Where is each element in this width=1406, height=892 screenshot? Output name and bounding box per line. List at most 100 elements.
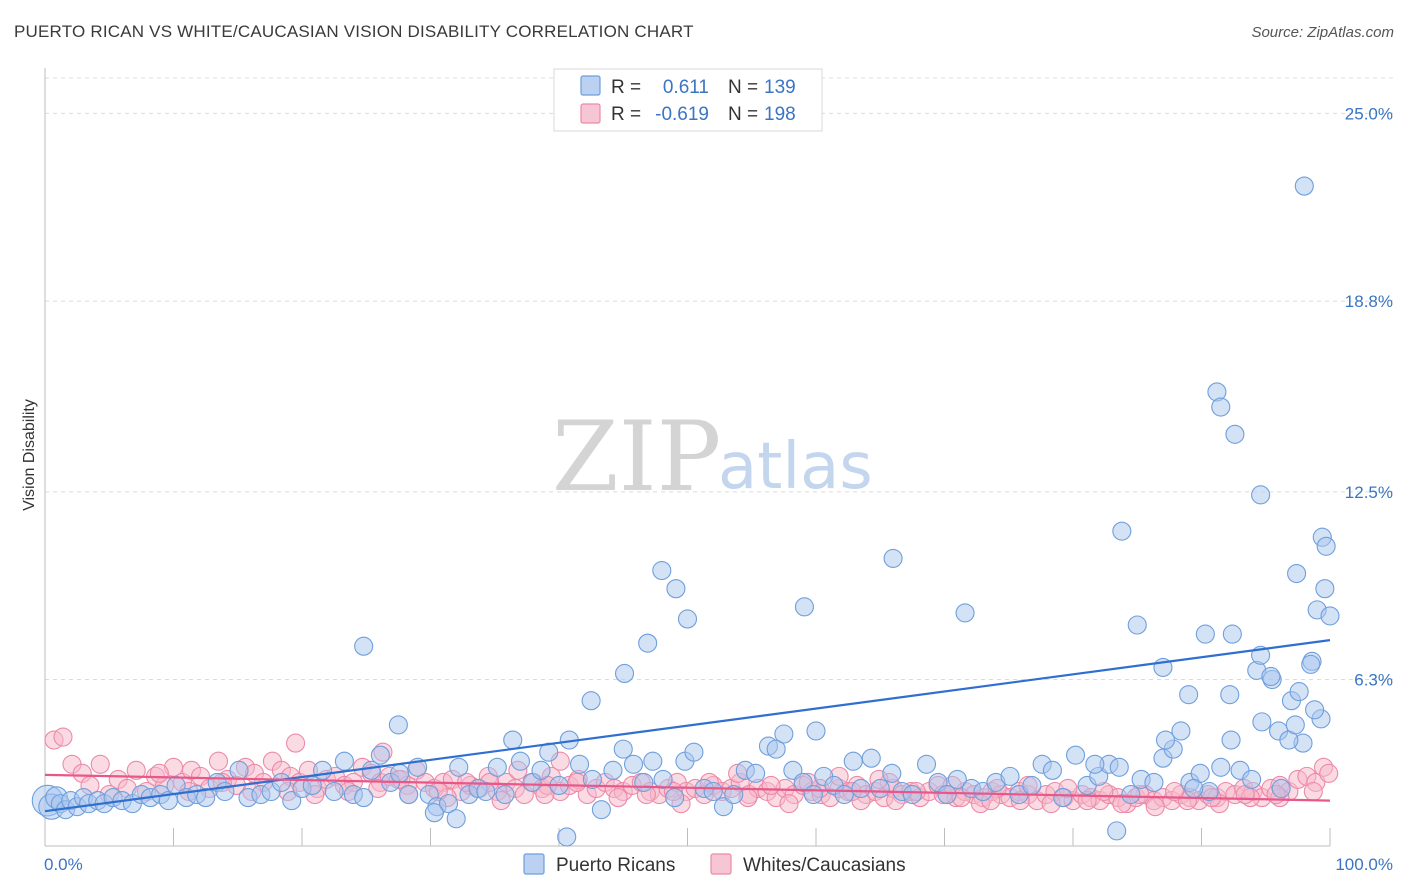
puerto-rican-point <box>634 772 654 792</box>
puerto-rican-point <box>766 739 786 759</box>
puerto-rican-point <box>1222 624 1242 644</box>
trend-line <box>44 639 1331 813</box>
x-tick-label: 0.0% <box>44 855 83 874</box>
watermark-zip: ZIP <box>552 401 721 513</box>
gridlines <box>45 77 1393 681</box>
puerto-rican-point <box>1225 424 1245 444</box>
puerto-rican-point <box>1285 715 1305 735</box>
puerto-rican-point <box>282 791 302 811</box>
puerto-rican-point <box>1287 563 1307 584</box>
legend-swatch-whites-caucasians <box>580 103 601 124</box>
puerto-rican-point <box>1320 606 1340 626</box>
white-caucasian-point <box>149 763 169 783</box>
puerto-rican-point <box>495 784 515 805</box>
puerto-rican-point <box>582 769 602 789</box>
puerto-rican-point <box>438 794 459 814</box>
legend-r-label: R = <box>611 104 641 125</box>
puerto-rican-point <box>955 603 975 623</box>
puerto-rican-point <box>1211 397 1231 417</box>
puerto-rican-point <box>424 803 444 823</box>
puerto-rican-point <box>677 609 698 629</box>
puerto-rican-point <box>215 781 235 802</box>
puerto-rican-point <box>684 742 704 762</box>
puerto-rican-point <box>793 772 813 792</box>
white-caucasian-point <box>779 794 799 814</box>
puerto-rican-point <box>581 691 601 711</box>
puerto-rican-point <box>1271 778 1291 799</box>
puerto-rican-point <box>196 788 216 808</box>
puerto-rican-point <box>1107 821 1127 841</box>
y-tick-labels: 6.3% 12.5% 18.8% 25.0% <box>1345 104 1393 689</box>
puerto-rican-point <box>1305 700 1325 720</box>
puerto-rican-point <box>843 751 863 771</box>
puerto-rican-point <box>783 760 803 780</box>
puerto-rican-point <box>1289 682 1309 702</box>
puerto-rican-point <box>1171 721 1191 741</box>
puerto-rican-point <box>487 757 507 777</box>
puerto-rican-point <box>902 784 922 805</box>
legend-n-value: 198 <box>764 104 796 125</box>
legend-r-value: -0.619 <box>655 104 709 125</box>
puerto-rican-point <box>916 754 937 774</box>
legend-box: R = 0.611 N = 139 R = -0.619 N = 198 <box>553 68 823 132</box>
legend-swatch-puerto-ricans <box>580 75 601 96</box>
legend-r-value: 0.611 <box>663 77 709 98</box>
puerto-rican-point <box>1042 760 1062 780</box>
puerto-rican-point <box>614 663 635 683</box>
puerto-rican-point <box>1220 685 1240 705</box>
chart-title: PUERTO RICAN VS WHITE/CAUCASIAN VISION D… <box>14 22 694 41</box>
white-caucasian-point <box>1319 763 1339 783</box>
puerto-rican-point <box>388 715 408 735</box>
puerto-rican-point <box>665 788 685 808</box>
white-caucasian-point <box>126 760 146 780</box>
trend-lines <box>44 639 1331 813</box>
puerto-rican-point <box>1144 772 1164 792</box>
puerto-rican-point <box>531 760 551 780</box>
white-caucasian-point <box>567 772 587 792</box>
puerto-rican-point <box>1315 579 1335 599</box>
puerto-rican-point <box>1242 769 1262 789</box>
puerto-rican-point <box>390 763 410 783</box>
legend-n-value: 139 <box>764 77 796 98</box>
puerto-rican-point <box>1085 754 1105 774</box>
white-caucasian-point <box>90 754 110 774</box>
puerto-rican-point <box>1000 766 1020 786</box>
bottom-legend-label-whites-caucasians: Whites/Caucasians <box>743 855 906 876</box>
puerto-rican-point <box>354 636 374 656</box>
puerto-rican-point <box>271 772 291 792</box>
puerto-rican-point <box>313 760 333 780</box>
white-caucasian-point <box>608 788 628 808</box>
puerto-rican-point <box>1184 778 1204 799</box>
puerto-rican-point <box>399 784 419 805</box>
legend-r-label: R = <box>611 77 641 98</box>
white-caucasian-point <box>286 733 306 753</box>
puerto-rican-point <box>638 633 658 653</box>
white-caucasian-point <box>761 775 781 796</box>
puerto-rican-point <box>324 781 344 802</box>
puerto-rican-point <box>623 754 644 774</box>
white-caucasian-point <box>1164 781 1185 802</box>
puerto-rican-point <box>666 579 686 599</box>
puerto-rican-point <box>746 763 766 783</box>
puerto-rican-point <box>446 809 466 829</box>
puerto-rican-point <box>613 739 633 759</box>
puerto-rican-point <box>476 781 496 802</box>
bottom-legend-swatch-puerto-ricans <box>523 853 545 875</box>
puerto-rican-point <box>1195 624 1215 644</box>
y-tick-label: 12.5% <box>1345 483 1393 502</box>
puerto-rican-point <box>870 778 890 799</box>
puerto-rican-point <box>1127 615 1147 635</box>
white-caucasian-point <box>1303 781 1323 802</box>
bottom-legend-swatch-whites-caucasians <box>710 853 732 875</box>
puerto-rican-point <box>1251 485 1271 505</box>
white-caucasian-point <box>1145 797 1165 817</box>
puerto-rican-point <box>724 784 744 805</box>
puerto-rican-point <box>229 760 249 780</box>
puerto-rican-point <box>603 760 623 780</box>
puerto-rican-point <box>653 769 673 789</box>
puerto-rican-point <box>1252 712 1272 732</box>
puerto-rican-point <box>851 778 871 799</box>
puerto-rican-point <box>1211 757 1231 777</box>
puerto-rican-point <box>882 763 902 783</box>
